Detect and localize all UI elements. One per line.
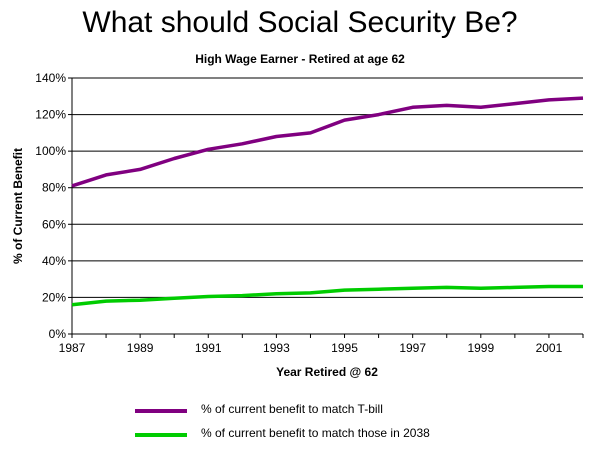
y-tick-label: 120% <box>35 108 66 122</box>
x-tick-label: 1999 <box>467 341 494 355</box>
y-tick-label: 20% <box>42 290 66 304</box>
y-tick-label: 0% <box>49 327 67 341</box>
x-tick-label: 1993 <box>263 341 290 355</box>
legend-swatch-2038 <box>135 433 187 437</box>
y-axis-label: % of Current Benefit <box>11 148 25 264</box>
x-tick-label: 1995 <box>331 341 358 355</box>
legend-swatch-tbill <box>135 409 187 413</box>
chart-subtitle: High Wage Earner - Retired at age 62 <box>195 52 405 66</box>
y-tick-label: 40% <box>42 254 66 268</box>
series-line-1 <box>71 284 583 307</box>
series-line-0 <box>71 96 584 188</box>
x-tick-label: 1997 <box>399 341 426 355</box>
x-tick-label: 1991 <box>195 341 222 355</box>
x-axis-label: Year Retired @ 62 <box>276 365 378 379</box>
x-tick-labels: 1987 1989 1991 1993 1995 1997 1999 2001 <box>59 341 563 355</box>
y-tick-label: 140% <box>35 71 66 85</box>
y-tick-label: 80% <box>42 181 66 195</box>
x-tick-label: 2001 <box>536 341 563 355</box>
y-tick-label: 60% <box>42 217 66 231</box>
chart-title: What should Social Security Be? <box>82 6 518 39</box>
y-tick-label: 100% <box>35 144 66 158</box>
gridlines <box>72 77 583 298</box>
legend-label-2038: % of current benefit to match those in 2… <box>201 426 430 440</box>
series-lines <box>71 96 584 307</box>
axes <box>68 77 584 338</box>
legend-label-tbill: % of current benefit to match T-bill <box>201 402 383 416</box>
x-tick-label: 1987 <box>59 341 86 355</box>
x-tick-label: 1989 <box>127 341 154 355</box>
y-tick-labels: 0% 20% 40% 60% 80% 100% 120% 140% <box>35 71 66 341</box>
